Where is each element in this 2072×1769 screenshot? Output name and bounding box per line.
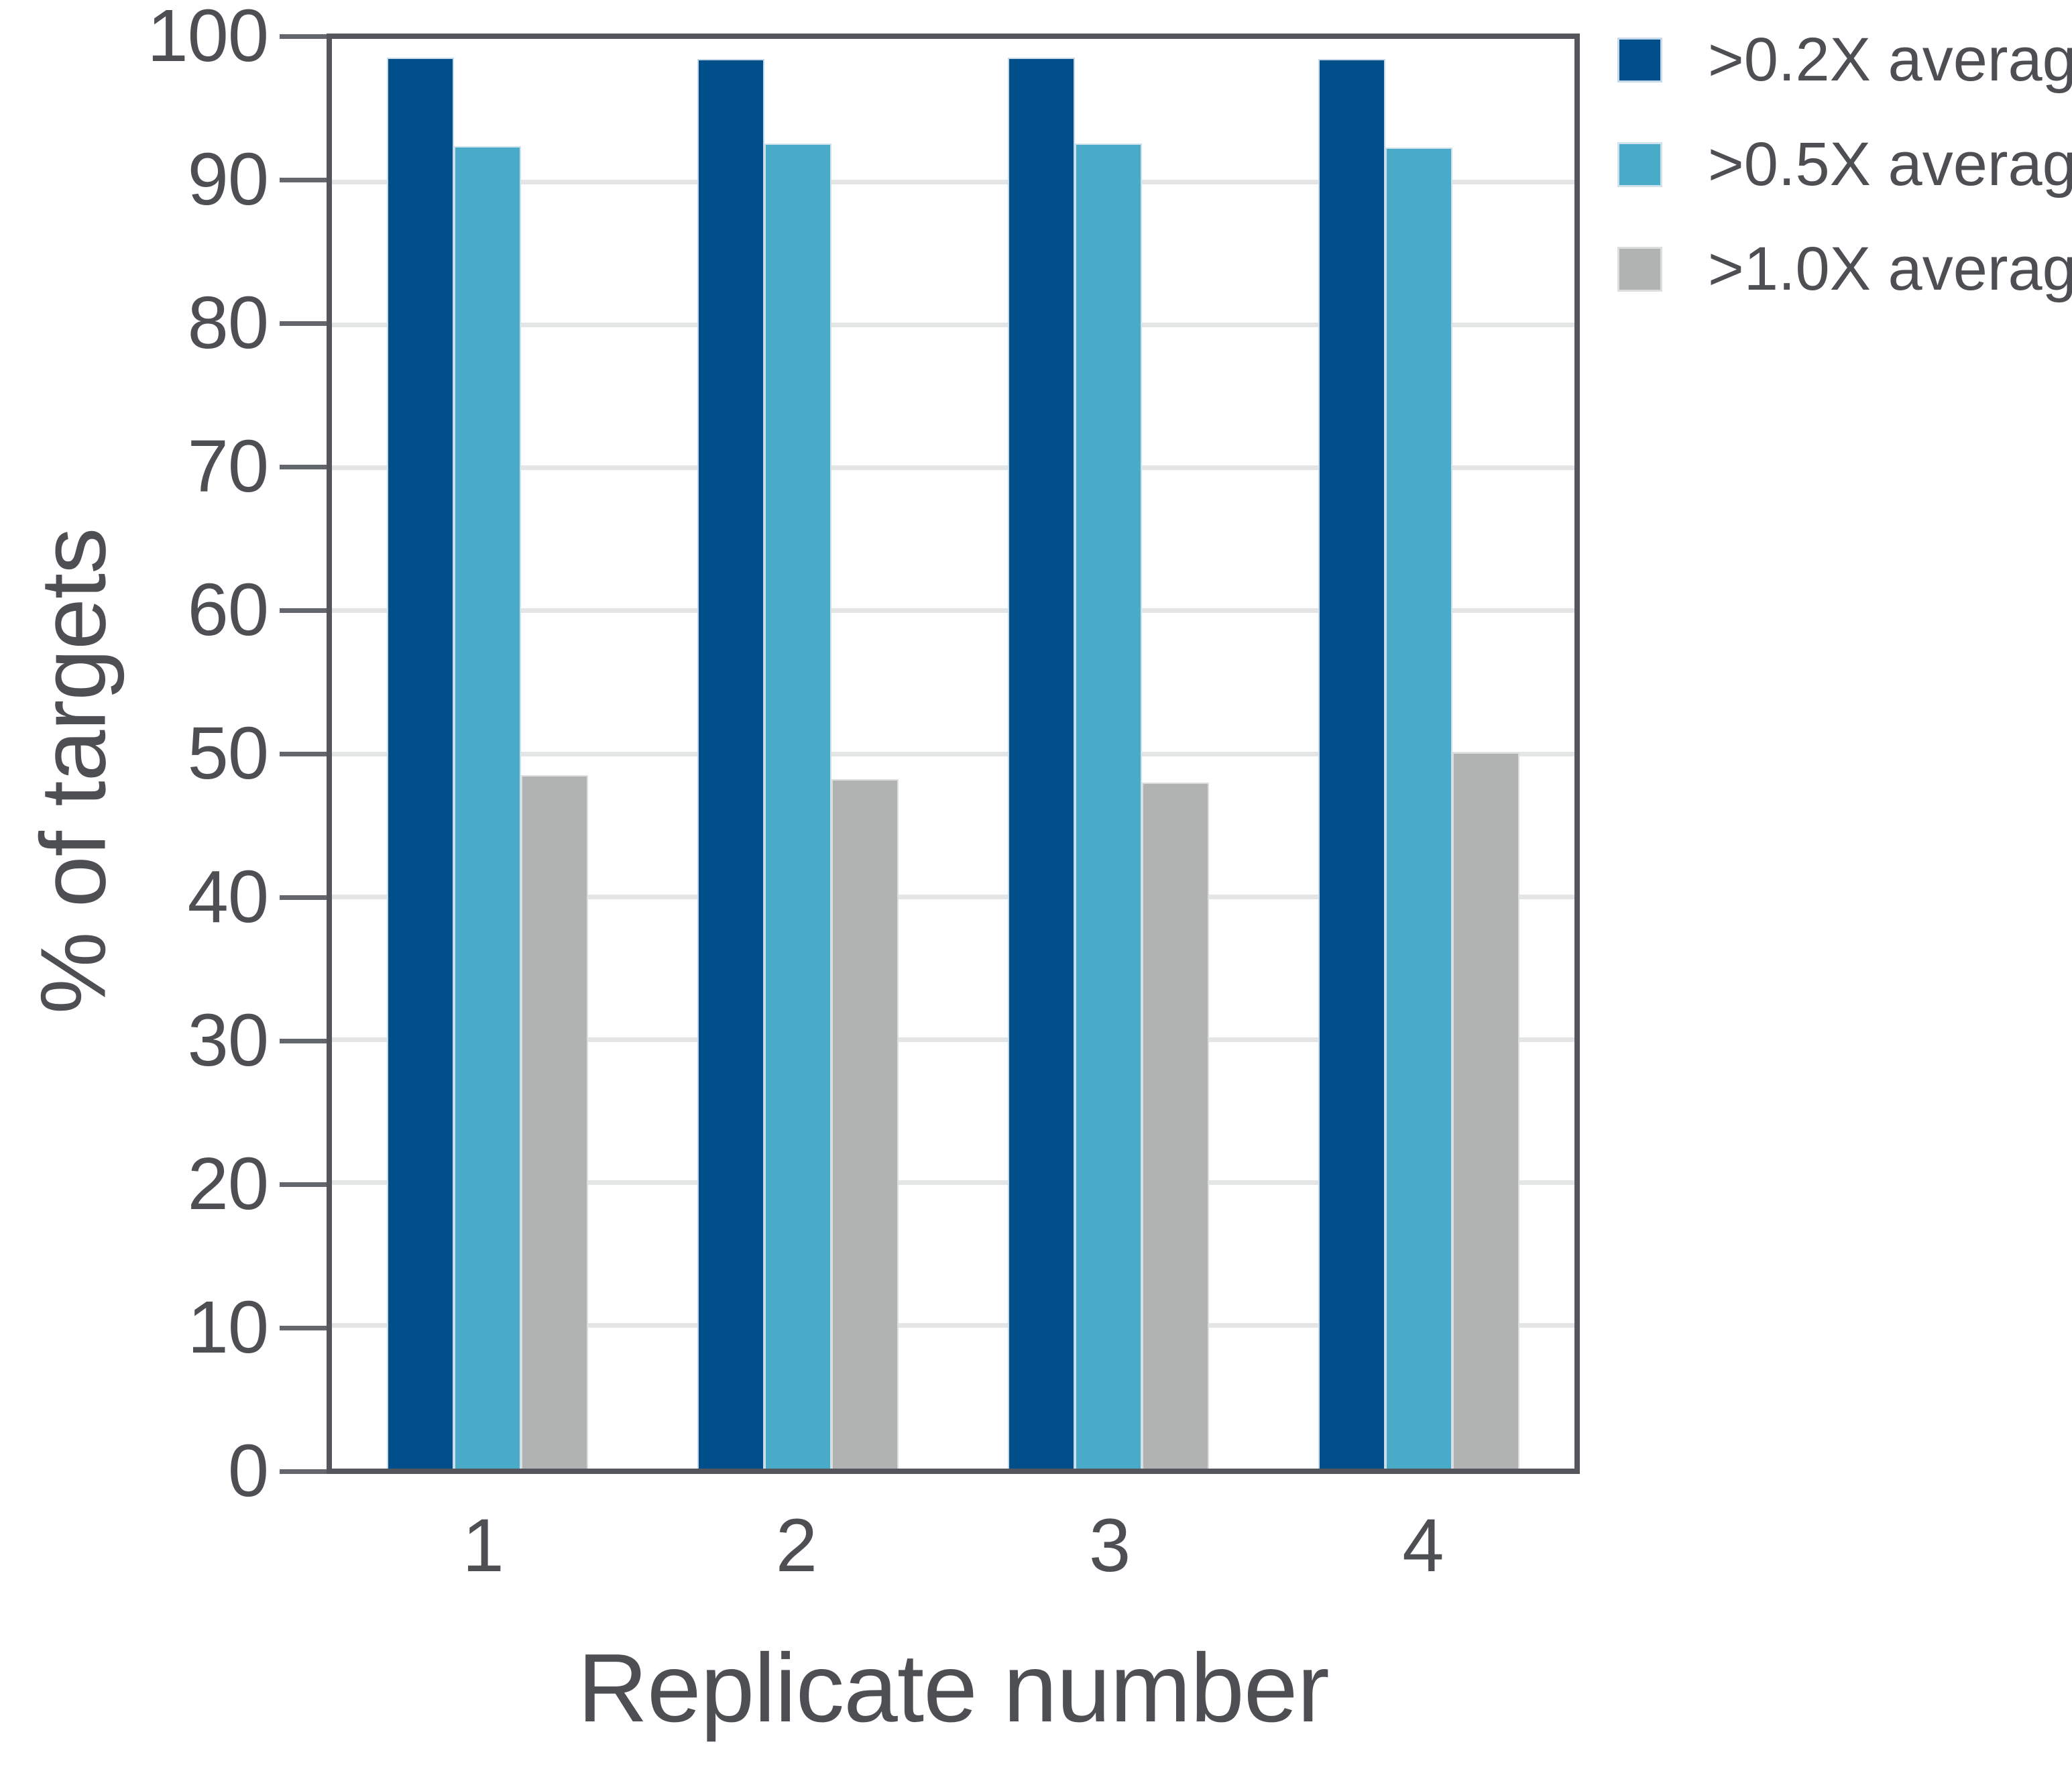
legend-label-0-2x-average: >0.2X average <box>1708 25 2072 94</box>
y-tick-label-60: 60 <box>187 569 269 651</box>
y-tick-80 <box>280 321 327 326</box>
y-tick-0 <box>280 1469 327 1474</box>
y-tick-50 <box>280 751 327 756</box>
legend-label-0-5x-average: >0.5X average <box>1708 130 2072 198</box>
y-gridline-60 <box>332 608 1574 614</box>
bar-1-0x-average-replicate-4 <box>1452 752 1520 1469</box>
y-gridline-10 <box>332 1323 1574 1328</box>
y-tick-10 <box>280 1325 327 1330</box>
y-tick-20 <box>280 1182 327 1187</box>
legend-swatch-0-5x-average <box>1617 142 1662 187</box>
bar-0-5x-average-replicate-1 <box>453 146 521 1469</box>
bar-groups-layer <box>332 39 1574 1469</box>
x-tick-label-3: 3 <box>1088 1503 1131 1587</box>
legend-swatch-0-2x-average <box>1617 38 1662 82</box>
bar-1-0x-average-replicate-2 <box>831 779 899 1469</box>
bar-0-2x-average-replicate-4 <box>1318 58 1386 1469</box>
bar-group-replicate-1 <box>332 39 642 1469</box>
bar-group-replicate-4 <box>1264 39 1574 1469</box>
bar-0-5x-average-replicate-4 <box>1385 148 1453 1469</box>
y-tick-label-20: 20 <box>187 1143 269 1225</box>
y-tick-label-80: 80 <box>187 282 269 364</box>
x-axis-title: Replicate number <box>577 1634 1329 1742</box>
bar-0-2x-average-replicate-3 <box>1008 57 1076 1469</box>
legend-swatch-1-0x-average <box>1617 247 1662 292</box>
x-axis-tick-labels: 1 2 3 4 <box>327 1502 1580 1589</box>
y-gridline-50 <box>332 751 1574 756</box>
legend-item-1-0x-average: >1.0X average <box>1617 235 2072 303</box>
y-tick-100 <box>280 34 327 39</box>
plot-area <box>327 34 1580 1474</box>
bar-group-replicate-3 <box>954 39 1264 1469</box>
bar-0-2x-average-replicate-2 <box>697 58 764 1469</box>
bar-group-replicate-2 <box>642 39 953 1469</box>
x-tick-label-1: 1 <box>462 1503 504 1587</box>
y-gridline-90 <box>332 179 1574 184</box>
legend-label-1-0x-average: >1.0X average <box>1708 235 2072 303</box>
bar-1-0x-average-replicate-3 <box>1142 782 1210 1469</box>
y-tick-70 <box>280 464 327 469</box>
legend-item-0-2x-average: >0.2X average <box>1617 25 2072 94</box>
y-tick-label-10: 10 <box>187 1286 269 1369</box>
bar-1-0x-average-replicate-1 <box>520 775 588 1469</box>
y-gridline-30 <box>332 1037 1574 1042</box>
y-axis-title: % of targets <box>21 528 125 1015</box>
bar-0-5x-average-replicate-2 <box>764 143 831 1469</box>
y-tick-label-40: 40 <box>187 856 269 938</box>
y-tick-label-50: 50 <box>187 712 269 795</box>
x-tick-label-2: 2 <box>775 1503 818 1587</box>
y-tick-60 <box>280 608 327 613</box>
y-tick-40 <box>280 895 327 900</box>
y-tick-30 <box>280 1038 327 1043</box>
y-tick-label-0: 0 <box>227 1430 269 1512</box>
bar-0-2x-average-replicate-1 <box>386 57 454 1469</box>
bar-0-5x-average-replicate-3 <box>1075 143 1143 1469</box>
x-tick-label-4: 4 <box>1402 1503 1444 1587</box>
y-gridline-80 <box>332 322 1574 327</box>
y-tick-label-70: 70 <box>187 425 269 508</box>
legend-item-0-5x-average: >0.5X average <box>1617 130 2072 198</box>
y-tick-label-100: 100 <box>147 0 269 77</box>
y-tick-90 <box>280 177 327 182</box>
y-tick-label-30: 30 <box>187 999 269 1082</box>
y-gridline-70 <box>332 465 1574 471</box>
y-gridline-40 <box>332 894 1574 899</box>
y-tick-label-90: 90 <box>187 138 269 221</box>
legend: >0.2X average >0.5X average >1.0X average <box>1617 25 2072 351</box>
y-gridline-20 <box>332 1180 1574 1186</box>
